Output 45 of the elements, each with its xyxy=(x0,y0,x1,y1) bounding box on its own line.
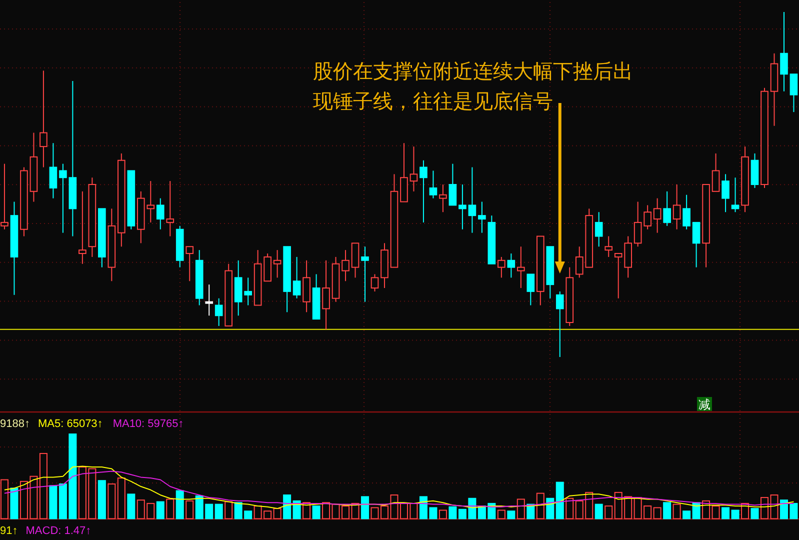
bar xyxy=(750,508,759,520)
bar xyxy=(322,502,330,520)
bar xyxy=(594,504,603,520)
bar xyxy=(176,490,184,520)
bar xyxy=(127,494,136,520)
bar xyxy=(536,492,544,520)
bar xyxy=(438,510,447,520)
bar xyxy=(166,498,174,520)
text: MA10: 59765↑ xyxy=(112,418,184,430)
bar xyxy=(722,507,730,520)
bar xyxy=(0,479,8,520)
text: 91↑ xyxy=(0,525,18,537)
bar xyxy=(361,496,370,520)
bar xyxy=(497,510,506,520)
bar xyxy=(273,508,282,520)
annotation: 股价在支撑位附近连续大幅下挫后出现锤子线，往往是见底信号 xyxy=(313,61,633,113)
bar xyxy=(731,510,740,520)
bar xyxy=(507,510,516,520)
bar xyxy=(214,504,223,520)
bar xyxy=(186,500,194,520)
bar xyxy=(49,485,58,520)
bar xyxy=(312,505,320,520)
bar xyxy=(712,505,720,520)
bar xyxy=(156,501,164,520)
text: MACD: 1.47↑ xyxy=(26,525,92,537)
bar xyxy=(98,480,106,520)
bar xyxy=(10,488,18,520)
bar xyxy=(653,507,662,520)
bar xyxy=(682,510,691,520)
bar xyxy=(224,501,233,520)
bar xyxy=(351,502,360,520)
bar xyxy=(108,483,116,520)
text: MA5: 65073↑ xyxy=(38,418,103,430)
bar xyxy=(566,498,574,520)
bar xyxy=(39,452,48,520)
bar xyxy=(117,478,126,520)
text: 9188↑ xyxy=(0,418,30,430)
signal: 减 xyxy=(697,397,712,412)
bar xyxy=(663,502,672,520)
bar xyxy=(283,494,292,520)
bar xyxy=(672,504,681,520)
bar xyxy=(448,506,457,520)
bar xyxy=(556,482,564,520)
bar xyxy=(604,505,613,520)
bar xyxy=(516,498,525,520)
